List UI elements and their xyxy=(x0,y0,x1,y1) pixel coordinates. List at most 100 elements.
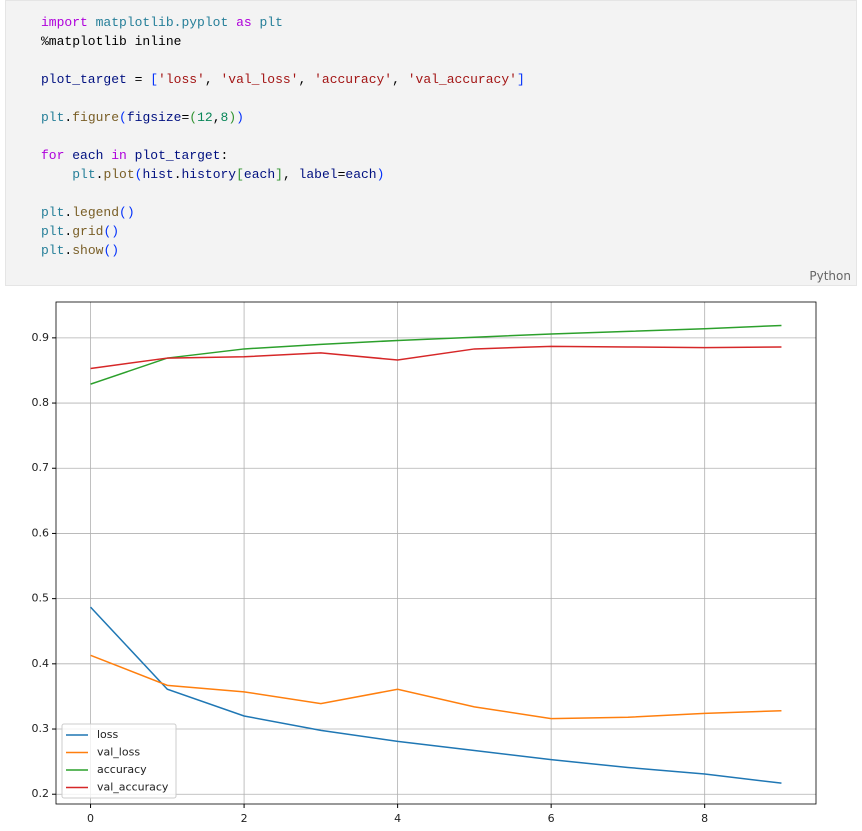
code-token: . xyxy=(64,110,73,125)
x-tick-label: 0 xyxy=(87,812,94,825)
plot-frame xyxy=(55,301,817,805)
code-token: show xyxy=(72,243,104,258)
code-token: history xyxy=(181,167,237,182)
code-token: , xyxy=(212,110,221,125)
code-token: import xyxy=(41,15,88,30)
code-token: %matplotlib inline xyxy=(41,34,182,49)
code-token: matplotlib.pyplot xyxy=(95,15,229,30)
legend: loss val_loss accuracy val_accuracy xyxy=(61,723,177,799)
y-tick-label: 0.6 xyxy=(32,526,50,539)
code-token: [ xyxy=(150,72,159,87)
y-tick-label: 0.3 xyxy=(32,722,50,735)
code-token: () xyxy=(103,224,120,239)
code-token: in xyxy=(111,148,127,163)
legend-label: accuracy xyxy=(97,763,147,776)
code-token: plot_target xyxy=(134,148,221,163)
code-cell[interactable]: import matplotlib.pyplot as plt %matplotl… xyxy=(5,0,857,286)
code-token: grid xyxy=(72,224,104,239)
code-token: for xyxy=(41,148,65,163)
code-token: = xyxy=(181,110,190,125)
code-token xyxy=(41,167,72,182)
y-tick-label: 0.8 xyxy=(32,396,50,409)
code-line xyxy=(41,51,525,70)
code-token: 8 xyxy=(220,110,229,125)
y-tick-label: 0.4 xyxy=(32,657,50,670)
code-line: plt.legend() xyxy=(41,203,525,222)
x-tick-label: 4 xyxy=(394,812,401,825)
code-line xyxy=(41,89,525,108)
code-token: , xyxy=(298,72,315,87)
code-token: as xyxy=(236,15,252,30)
code-token: figure xyxy=(72,110,120,125)
code-token: 12 xyxy=(197,110,213,125)
code-token: plt xyxy=(259,15,283,30)
y-tick-label: 0.2 xyxy=(32,787,50,800)
code-line: plot_target = ['loss', 'val_loss', 'accu… xyxy=(41,70,525,89)
code-token: : xyxy=(220,148,229,163)
code-line: %matplotlib inline xyxy=(41,32,525,51)
code-token: = xyxy=(126,72,151,87)
code-token: plot_target xyxy=(41,72,127,87)
line xyxy=(90,345,782,370)
y-tick-label: 0.7 xyxy=(32,461,50,474)
code-token: ] xyxy=(516,72,525,87)
line xyxy=(89,606,782,784)
code-token: plt xyxy=(41,224,65,239)
code-token: figsize xyxy=(126,110,182,125)
code-token: plt xyxy=(41,110,65,125)
code-token: ) xyxy=(228,110,237,125)
code-token: each xyxy=(72,148,104,163)
code-token: ( xyxy=(134,167,143,182)
code-token: ] xyxy=(275,167,283,182)
code-token xyxy=(127,148,135,163)
code-token: plot xyxy=(103,167,135,182)
y-tick-label: 0.5 xyxy=(32,592,50,605)
language-label[interactable]: Python xyxy=(809,269,851,283)
line xyxy=(90,324,782,385)
code-token: plt xyxy=(41,243,65,258)
code-token: , xyxy=(392,72,408,87)
code-token: plt xyxy=(72,167,96,182)
chart: 0.2 0.3 0.4 0.5 0.6 0.7 0.8 0.9 0 2 4 6 8 loss val_los… xyxy=(32,301,817,825)
line xyxy=(90,654,782,720)
code-token: legend xyxy=(72,205,120,220)
code-token: ( xyxy=(189,110,198,125)
code-token: . xyxy=(64,243,73,258)
code-token: ( xyxy=(119,110,127,125)
code-token: () xyxy=(103,243,120,258)
code-token: . xyxy=(64,224,73,239)
code-line: plt.plot(hist.history[each], label=each) xyxy=(41,165,525,184)
code-token: 'accuracy' xyxy=(314,72,393,87)
code-token: , xyxy=(204,72,221,87)
code-token: ) xyxy=(376,167,385,182)
code-token: ) xyxy=(236,110,244,125)
code-token: plt xyxy=(41,205,65,220)
x-tick-label: 8 xyxy=(701,812,708,825)
code-token: hist xyxy=(142,167,174,182)
legend-box xyxy=(61,723,177,799)
code-line: plt.show() xyxy=(41,241,525,260)
code-token: 'loss' xyxy=(158,72,205,87)
code-token: () xyxy=(119,205,135,220)
code-token xyxy=(88,15,96,30)
code-line xyxy=(41,184,525,203)
code-editor[interactable]: import matplotlib.pyplot as plt %matplotl… xyxy=(41,13,525,260)
code-token: each xyxy=(345,167,377,182)
legend-label: loss xyxy=(97,728,119,741)
code-line: import matplotlib.pyplot as plt xyxy=(41,13,525,32)
code-token xyxy=(228,15,236,30)
code-token: 'val_loss' xyxy=(220,72,299,87)
legend-label: val_loss xyxy=(97,746,140,759)
code-token: = xyxy=(337,167,346,182)
code-line xyxy=(41,127,525,146)
code-token: 'val_accuracy' xyxy=(407,72,517,87)
code-token: label xyxy=(298,167,338,182)
code-line: plt.grid() xyxy=(41,222,525,241)
code-line: plt.figure(figsize=(12,8)) xyxy=(41,108,525,127)
code-token: . xyxy=(95,167,104,182)
code-token: . xyxy=(173,167,182,182)
code-token: . xyxy=(64,205,73,220)
code-token: , xyxy=(282,167,299,182)
legend-label: val_accuracy xyxy=(97,781,169,794)
